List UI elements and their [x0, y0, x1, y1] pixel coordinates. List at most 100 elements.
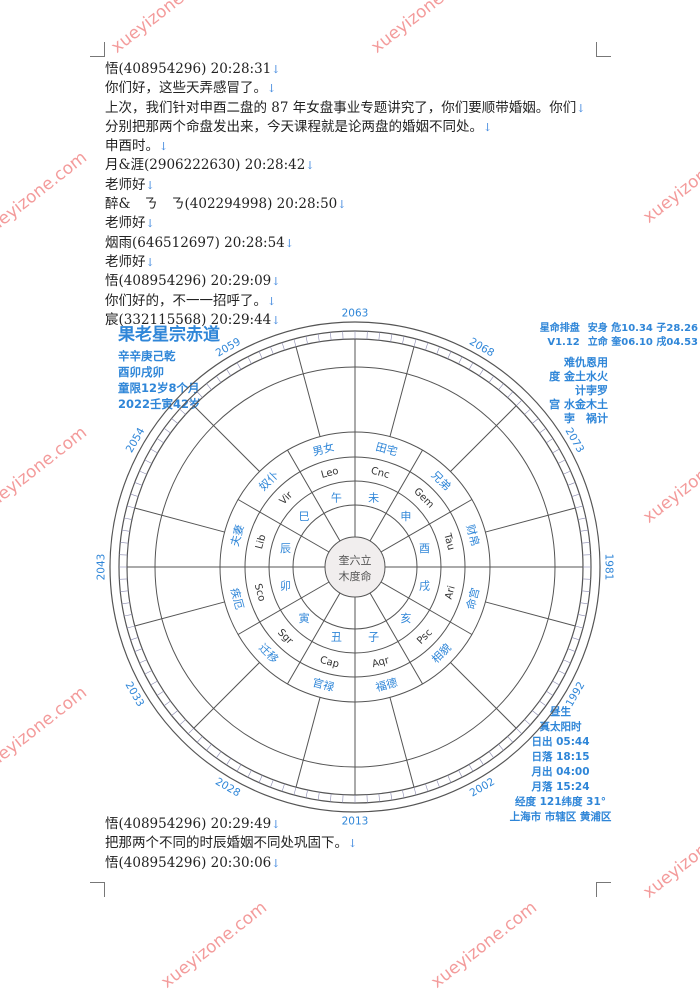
- degree-tick: [539, 428, 545, 433]
- line-text: 老师好: [105, 215, 146, 231]
- palace-label: 官禄: [311, 675, 336, 694]
- degree-tick: [122, 530, 130, 531]
- zodiac-sign-label: Leo: [320, 466, 340, 481]
- outer-sector-spoke: [390, 697, 414, 787]
- palace-label: 夫妻: [228, 523, 246, 548]
- earthly-branch-label: 亥: [400, 611, 411, 625]
- degree-tick: [135, 649, 142, 652]
- star-info-line: 难仇恩用: [528, 356, 608, 370]
- degree-tick: [318, 792, 319, 800]
- sector-spoke: [381, 500, 472, 553]
- transcript-line: 悟(408954296) 20:29:49↓: [105, 815, 357, 834]
- degree-tick: [479, 758, 483, 765]
- sun-moon-info-line: 日出 05:44: [503, 735, 618, 750]
- watermark: xueyizone.com: [107, 0, 220, 57]
- degree-tick: [552, 449, 559, 453]
- degree-tick: [508, 392, 513, 398]
- line-text: 醉& ㄋ ㄋ(402294998) 20:28:50: [105, 196, 337, 212]
- line-text: 分别把那两个命盘发出来，今天课程就是论两盘的婚姻不同处。: [105, 119, 483, 135]
- degree-tick: [516, 400, 522, 406]
- degree-tick: [248, 357, 252, 364]
- sun-moon-info-line: 经度 121纬度 31°: [503, 795, 618, 810]
- degree-tick: [489, 751, 494, 757]
- line-text: 老师好: [105, 177, 146, 193]
- year-label: 2043: [96, 554, 108, 581]
- degree-tick: [582, 542, 590, 543]
- birth-info-line: 2022壬寅42岁: [118, 396, 201, 412]
- degree-tick: [145, 460, 152, 464]
- degree-tick: [282, 343, 284, 351]
- zodiac-sign-label: Cap: [319, 655, 341, 671]
- year-label: 2054: [124, 425, 148, 454]
- degree-tick: [558, 671, 565, 675]
- watermark: xueyizone.com: [0, 683, 91, 778]
- outer-sector-spoke: [194, 662, 260, 728]
- transcript-line: 把那两个不同的时辰婚姻不同处巩固下。↓: [105, 834, 357, 853]
- zodiac-sign-label: Gem: [411, 486, 436, 511]
- zodiac-sign-label: Cnc: [370, 466, 391, 481]
- degree-tick: [379, 794, 380, 802]
- degree-tick: [578, 614, 586, 616]
- header-info-line: 立命 奎06.10 戌04.53: [588, 336, 698, 350]
- degree-tick: [448, 775, 451, 782]
- paragraph-mark-icon: ↓: [146, 217, 155, 230]
- watermark: xueyizone.com: [367, 0, 480, 57]
- degree-tick: [479, 369, 483, 376]
- header-info-line: V1.12: [540, 336, 580, 350]
- chart-star-info: 难仇恩用度 金土水火计孛罗宫 水金木土孛 祸计: [528, 356, 608, 426]
- degree-tick: [306, 790, 308, 798]
- watermark: xueyizone.com: [0, 423, 91, 518]
- outer-sector-spoke: [194, 406, 260, 472]
- paragraph-mark-icon: ↓: [271, 857, 280, 870]
- line-text: 悟(408954296) 20:30:06: [105, 855, 271, 871]
- paragraph-mark-icon: ↓: [271, 818, 280, 831]
- star-info-line: 度 金土水火: [528, 370, 608, 384]
- transcript-line: 申酉时。↓: [105, 137, 625, 156]
- transcript-line: 分别把那两个命盘发出来，今天课程就是论两盘的婚姻不同处。↓: [105, 118, 625, 137]
- degree-tick: [151, 449, 158, 453]
- degree-tick: [206, 384, 211, 390]
- zodiac-sign-label: Vir: [278, 489, 296, 507]
- paragraph-mark-icon: ↓: [305, 159, 314, 172]
- page-corner-mark: [90, 882, 105, 897]
- degree-tick: [580, 530, 588, 531]
- degree-tick: [226, 758, 230, 765]
- chat-transcript-bottom: 悟(408954296) 20:29:49↓把那两个不同的时辰婚姻不同处巩固下。…: [105, 815, 357, 873]
- outer-sector-spoke: [296, 347, 320, 437]
- zodiac-sign-label: Psc: [415, 627, 434, 646]
- degree-tick: [294, 787, 296, 795]
- degree-tick: [414, 339, 416, 347]
- degree-tick: [131, 637, 139, 639]
- degree-tick: [575, 626, 583, 628]
- outer-sector-spoke: [450, 406, 516, 472]
- degree-tick: [151, 681, 158, 685]
- degree-tick: [120, 542, 128, 543]
- degree-tick: [164, 428, 170, 433]
- palace-label: 田宅: [374, 439, 399, 458]
- sector-spoke: [370, 450, 423, 541]
- wheel-ring: [245, 457, 465, 677]
- line-text: 你们好，这些天弄感冒了。: [105, 80, 267, 96]
- wheel-center-disc: [325, 537, 385, 597]
- degree-tick: [558, 460, 565, 464]
- watermark: xueyizone.com: [427, 898, 540, 992]
- degree-tick: [459, 770, 463, 777]
- palace-label: 兄弟: [429, 469, 454, 494]
- paragraph-mark-icon: ↓: [271, 63, 280, 76]
- earthly-branch-label: 午: [331, 491, 342, 504]
- outer-sector-spoke: [296, 697, 320, 787]
- chart-title: 果老星宗赤道: [118, 320, 220, 345]
- line-text: 烟雨(646512697) 20:28:54: [105, 235, 285, 251]
- paragraph-mark-icon: ↓: [285, 237, 294, 250]
- sun-moon-info-line: 真太阳时: [503, 720, 618, 735]
- paragraph-mark-icon: ↓: [348, 837, 357, 850]
- degree-tick: [437, 347, 440, 354]
- sector-spoke: [238, 500, 329, 553]
- sun-moon-info-line: 月落 15:24: [503, 780, 618, 795]
- zodiac-sign-label: Lib: [254, 533, 268, 550]
- watermark: xueyizone.com: [157, 898, 270, 992]
- degree-tick: [437, 780, 440, 787]
- earthly-branch-label: 寅: [299, 611, 310, 625]
- line-text: 上次，我们针对申酉二盘的 87 年女盘事业专题讲究了，你们要顺带婚姻。你们: [105, 100, 576, 116]
- wheel-ring: [293, 505, 417, 629]
